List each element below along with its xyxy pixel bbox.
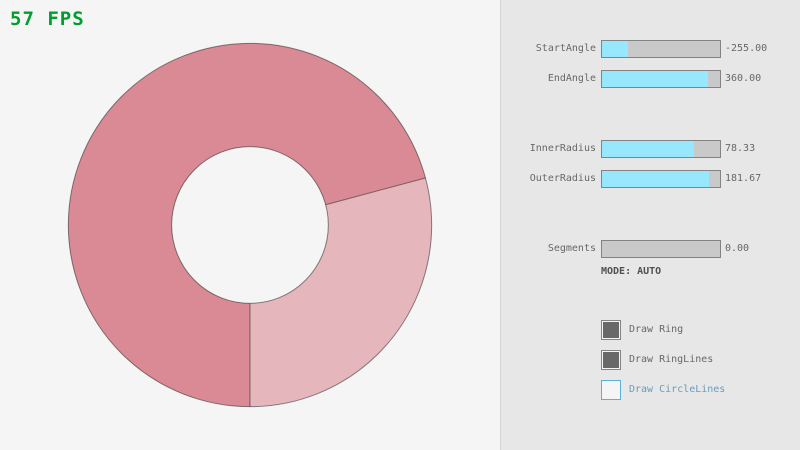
checkbox-box[interactable] xyxy=(601,320,621,340)
check-mark xyxy=(603,322,619,338)
slider-row-inner-radius: InnerRadius 78.33 xyxy=(501,140,800,158)
segments-mode-text: MODE: AUTO xyxy=(601,266,662,277)
slider-value-segments: 0.00 xyxy=(725,243,750,254)
ring-line-end-angle xyxy=(325,177,426,206)
segments-slider[interactable] xyxy=(601,240,721,258)
checkbox-draw-ring-lines[interactable]: Draw RingLines xyxy=(601,350,800,370)
checkbox-draw-circle-lines[interactable]: Draw CircleLines xyxy=(601,380,800,400)
end-angle-slider[interactable] xyxy=(601,70,721,88)
slider-value-start-angle: -255.00 xyxy=(725,43,768,54)
slider-label-start-angle: StartAngle xyxy=(535,43,596,54)
slider-row-start-angle: StartAngle -255.00 xyxy=(501,40,800,58)
slider-fill xyxy=(602,41,628,57)
fps-counter: 57 FPS xyxy=(10,8,85,30)
slider-row-outer-radius: OuterRadius 181.67 xyxy=(501,170,800,188)
checkbox-box[interactable] xyxy=(601,380,621,400)
slider-label-end-angle: EndAngle xyxy=(547,73,596,84)
slider-value-inner-radius: 78.33 xyxy=(725,143,756,154)
control-panel: StartAngle -255.00 EndAngle 360.00 Inner… xyxy=(500,0,800,450)
checkbox-label: Draw Ring xyxy=(629,324,684,335)
ring-sector-single-pass xyxy=(250,177,432,407)
slider-row-end-angle: EndAngle 360.00 xyxy=(501,70,800,88)
slider-value-outer-radius: 181.67 xyxy=(725,173,762,184)
outer-radius-slider[interactable] xyxy=(601,170,721,188)
slider-value-end-angle: 360.00 xyxy=(725,73,762,84)
ring-outline-outer xyxy=(67,42,433,408)
checkbox-box[interactable] xyxy=(601,350,621,370)
inner-radius-slider[interactable] xyxy=(601,140,721,158)
slider-row-segments: Segments 0.00 xyxy=(501,240,800,258)
slider-label-segments: Segments xyxy=(547,243,596,254)
checkbox-label: Draw CircleLines xyxy=(629,384,726,395)
slider-fill xyxy=(602,171,710,187)
checkbox-draw-ring[interactable]: Draw Ring xyxy=(601,320,800,340)
checkbox-label: Draw RingLines xyxy=(629,354,714,365)
start-angle-slider[interactable] xyxy=(601,40,721,58)
ring-sector-double-pass xyxy=(68,43,426,407)
check-mark xyxy=(603,352,619,368)
ring-canvas xyxy=(67,42,433,408)
ring-outline-inner xyxy=(171,146,329,304)
slider-fill xyxy=(602,71,709,87)
slider-fill xyxy=(602,141,695,157)
slider-label-outer-radius: OuterRadius xyxy=(529,173,596,184)
slider-label-inner-radius: InnerRadius xyxy=(529,143,596,154)
